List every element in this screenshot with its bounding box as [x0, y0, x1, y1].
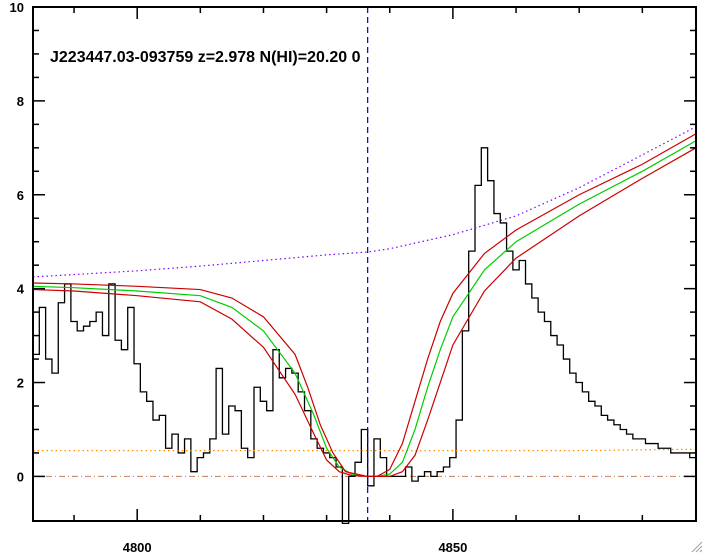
series-flux-histogram-0 — [33, 147, 696, 524]
tick-labels: 4800 4850 0 2 4 6 8 10 — [10, 0, 468, 555]
y-tick-label-4: 4 — [17, 282, 25, 297]
resize-grip-icon[interactable] — [691, 541, 703, 553]
series-fit-lower-5 — [32, 147, 697, 478]
series-error-2 — [33, 448, 697, 452]
axis-ticks — [33, 6, 696, 521]
y-tick-label-8: 8 — [17, 94, 24, 109]
y-tick-label-0: 0 — [17, 469, 24, 484]
y-tick-label-6: 6 — [17, 188, 24, 203]
y-tick-label-2: 2 — [17, 376, 24, 391]
plot-frame — [32, 6, 697, 522]
x-tick-label-4800: 4800 — [123, 540, 152, 555]
chart-marks — [32, 7, 697, 524]
y-tick-label-10: 10 — [10, 0, 24, 15]
chart-title: J223447.03-093759 z=2.978 N(HI)=20.20 0 — [50, 49, 361, 66]
series-continuum-1 — [32, 126, 697, 278]
x-tick-label-4850: 4850 — [438, 540, 467, 555]
